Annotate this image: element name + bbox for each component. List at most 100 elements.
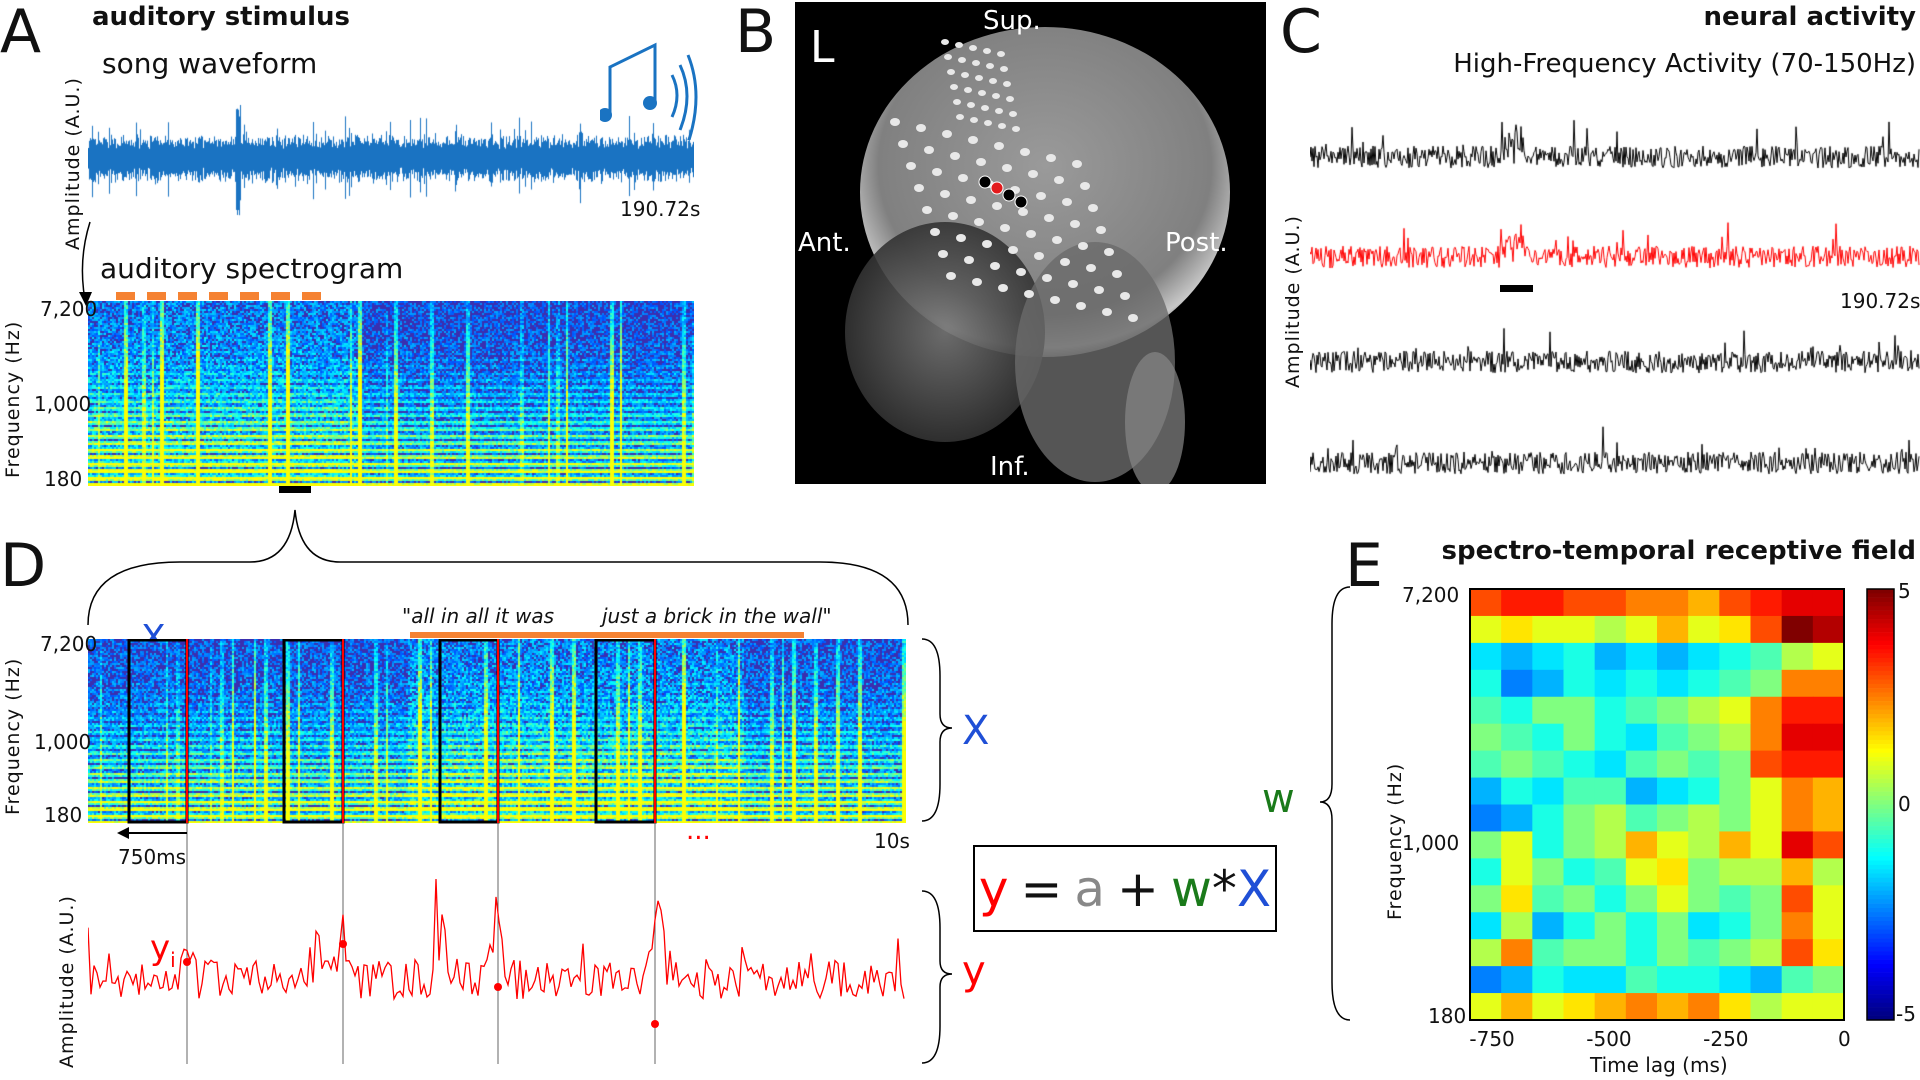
eq-wX: w*X: [1171, 860, 1271, 918]
heatmap-cell: [1719, 912, 1752, 940]
strf-y-axis-label: Frequency (Hz): [1384, 762, 1406, 920]
colorbar-segment: [1867, 916, 1894, 922]
heatmap-cell: [1812, 885, 1845, 913]
colorbar-segment: [1867, 929, 1894, 935]
strf-title: spectro-temporal receptive field: [1441, 536, 1916, 566]
panel-a-title: auditory stimulus: [92, 2, 351, 32]
heatmap-cell: [1657, 589, 1689, 617]
colorbar-segment: [1867, 1011, 1894, 1016]
heatmap-cell: [1750, 939, 1783, 967]
electrode: [1054, 176, 1064, 184]
electrode: [1026, 230, 1036, 238]
heatmap-cell: [1781, 966, 1814, 994]
electrode: [1060, 258, 1070, 266]
heatmap-cell: [1625, 723, 1658, 752]
electrode: [1062, 198, 1072, 206]
song-waveform-label: song waveform: [102, 47, 318, 80]
heatmap-cell: [1781, 993, 1814, 1021]
heatmap-cell: [1532, 885, 1565, 913]
heatmap-cell: [1812, 777, 1845, 806]
eq-y: y: [978, 859, 1009, 918]
heatmap-cell: [1470, 723, 1502, 752]
colorbar-segment: [1867, 757, 1894, 762]
electrode: [1076, 302, 1086, 310]
heatmap-cell: [1719, 669, 1752, 698]
electrode: [1020, 148, 1030, 156]
electrode: [1070, 220, 1080, 228]
colorbar-segment: [1867, 623, 1894, 629]
heatmap-cell: [1625, 804, 1658, 833]
heatmap-cell: [1657, 939, 1689, 967]
heatmap-cell: [1532, 696, 1565, 725]
posterior-label: Post.: [1165, 228, 1228, 258]
heatmap-cell: [1470, 804, 1502, 833]
music-note-sound-icon: [600, 42, 698, 140]
colorbar-segment: [1867, 765, 1894, 771]
colorbar-tick-0: 0: [1898, 792, 1911, 816]
eq-X: X: [1236, 859, 1272, 918]
heatmap-cell: [1563, 858, 1596, 886]
heatmap-cell: [1688, 723, 1720, 752]
selected-segment-bar: [279, 486, 311, 493]
freq-tick-7200: 7,200: [40, 297, 98, 321]
zoom-brace: [87, 509, 909, 626]
heatmap-cell: [1532, 993, 1565, 1021]
heatmap-cell: [1594, 696, 1627, 725]
colorbar-segment: [1867, 688, 1894, 693]
heatmap-cell: [1812, 804, 1845, 833]
electrode: [1003, 81, 1011, 87]
colorbar-segment: [1867, 912, 1894, 917]
colorbar-segment: [1867, 645, 1894, 650]
heatmap-cell: [1532, 777, 1565, 806]
heatmap-cell: [1781, 831, 1814, 859]
heatmap-cell: [1501, 696, 1533, 725]
heatmap-cell: [1625, 939, 1658, 967]
heatmap-cell: [1563, 750, 1596, 779]
heatmap-cell: [1532, 615, 1565, 644]
heatmap-cell: [1625, 993, 1658, 1021]
right-braces: [921, 638, 953, 1064]
colorbar-segment: [1867, 735, 1894, 741]
heatmap-cell: [1501, 885, 1533, 913]
colorbar-segment: [1867, 770, 1894, 775]
electrode: [1086, 264, 1096, 272]
heatmap-cell: [1812, 966, 1845, 994]
heatmap-cell: [1750, 750, 1783, 779]
auditory-spectrogram-label: auditory spectrogram: [100, 252, 404, 285]
colorbar-segment: [1867, 890, 1894, 896]
heatmap-cell: [1719, 804, 1752, 833]
electrode: [1042, 274, 1052, 282]
colorbar-segment: [1867, 701, 1894, 706]
sample-point: [339, 940, 347, 948]
colorbar-segment: [1867, 778, 1894, 784]
colorbar-segment: [1867, 748, 1894, 754]
colorbar-segment: [1867, 744, 1894, 749]
colorbar-segment: [1867, 589, 1894, 594]
colorbar-segment: [1867, 696, 1894, 702]
colorbar-segment: [1867, 907, 1894, 913]
heatmap-cell: [1501, 912, 1533, 940]
electrode: [976, 158, 986, 166]
electrode: [992, 202, 1002, 210]
analysis-window-box: [438, 639, 500, 824]
electrode: [916, 124, 926, 132]
heatmap-cell: [1501, 831, 1533, 859]
electrode: [1052, 236, 1062, 244]
heatmap-cell: [1688, 831, 1720, 859]
vocal-marker: [209, 292, 228, 300]
heatmap-cell: [1812, 831, 1845, 859]
colorbar-segment: [1867, 1007, 1894, 1012]
electrode: [1096, 226, 1106, 234]
heatmap-cell: [1501, 669, 1533, 698]
heatmap-cell: [1688, 966, 1720, 994]
heatmap-cell: [1812, 993, 1845, 1021]
strf-heatmap: [1469, 588, 1845, 1021]
heatmap-cell: [1625, 696, 1658, 725]
colorbar-segment: [1867, 1015, 1894, 1021]
heatmap-cell: [1688, 750, 1720, 779]
eq-plus: +: [1117, 859, 1159, 918]
heatmap-cell: [1625, 777, 1658, 806]
heatmap-cell: [1594, 966, 1627, 994]
heatmap-cell: [1501, 723, 1533, 752]
electrode: [1080, 182, 1090, 190]
